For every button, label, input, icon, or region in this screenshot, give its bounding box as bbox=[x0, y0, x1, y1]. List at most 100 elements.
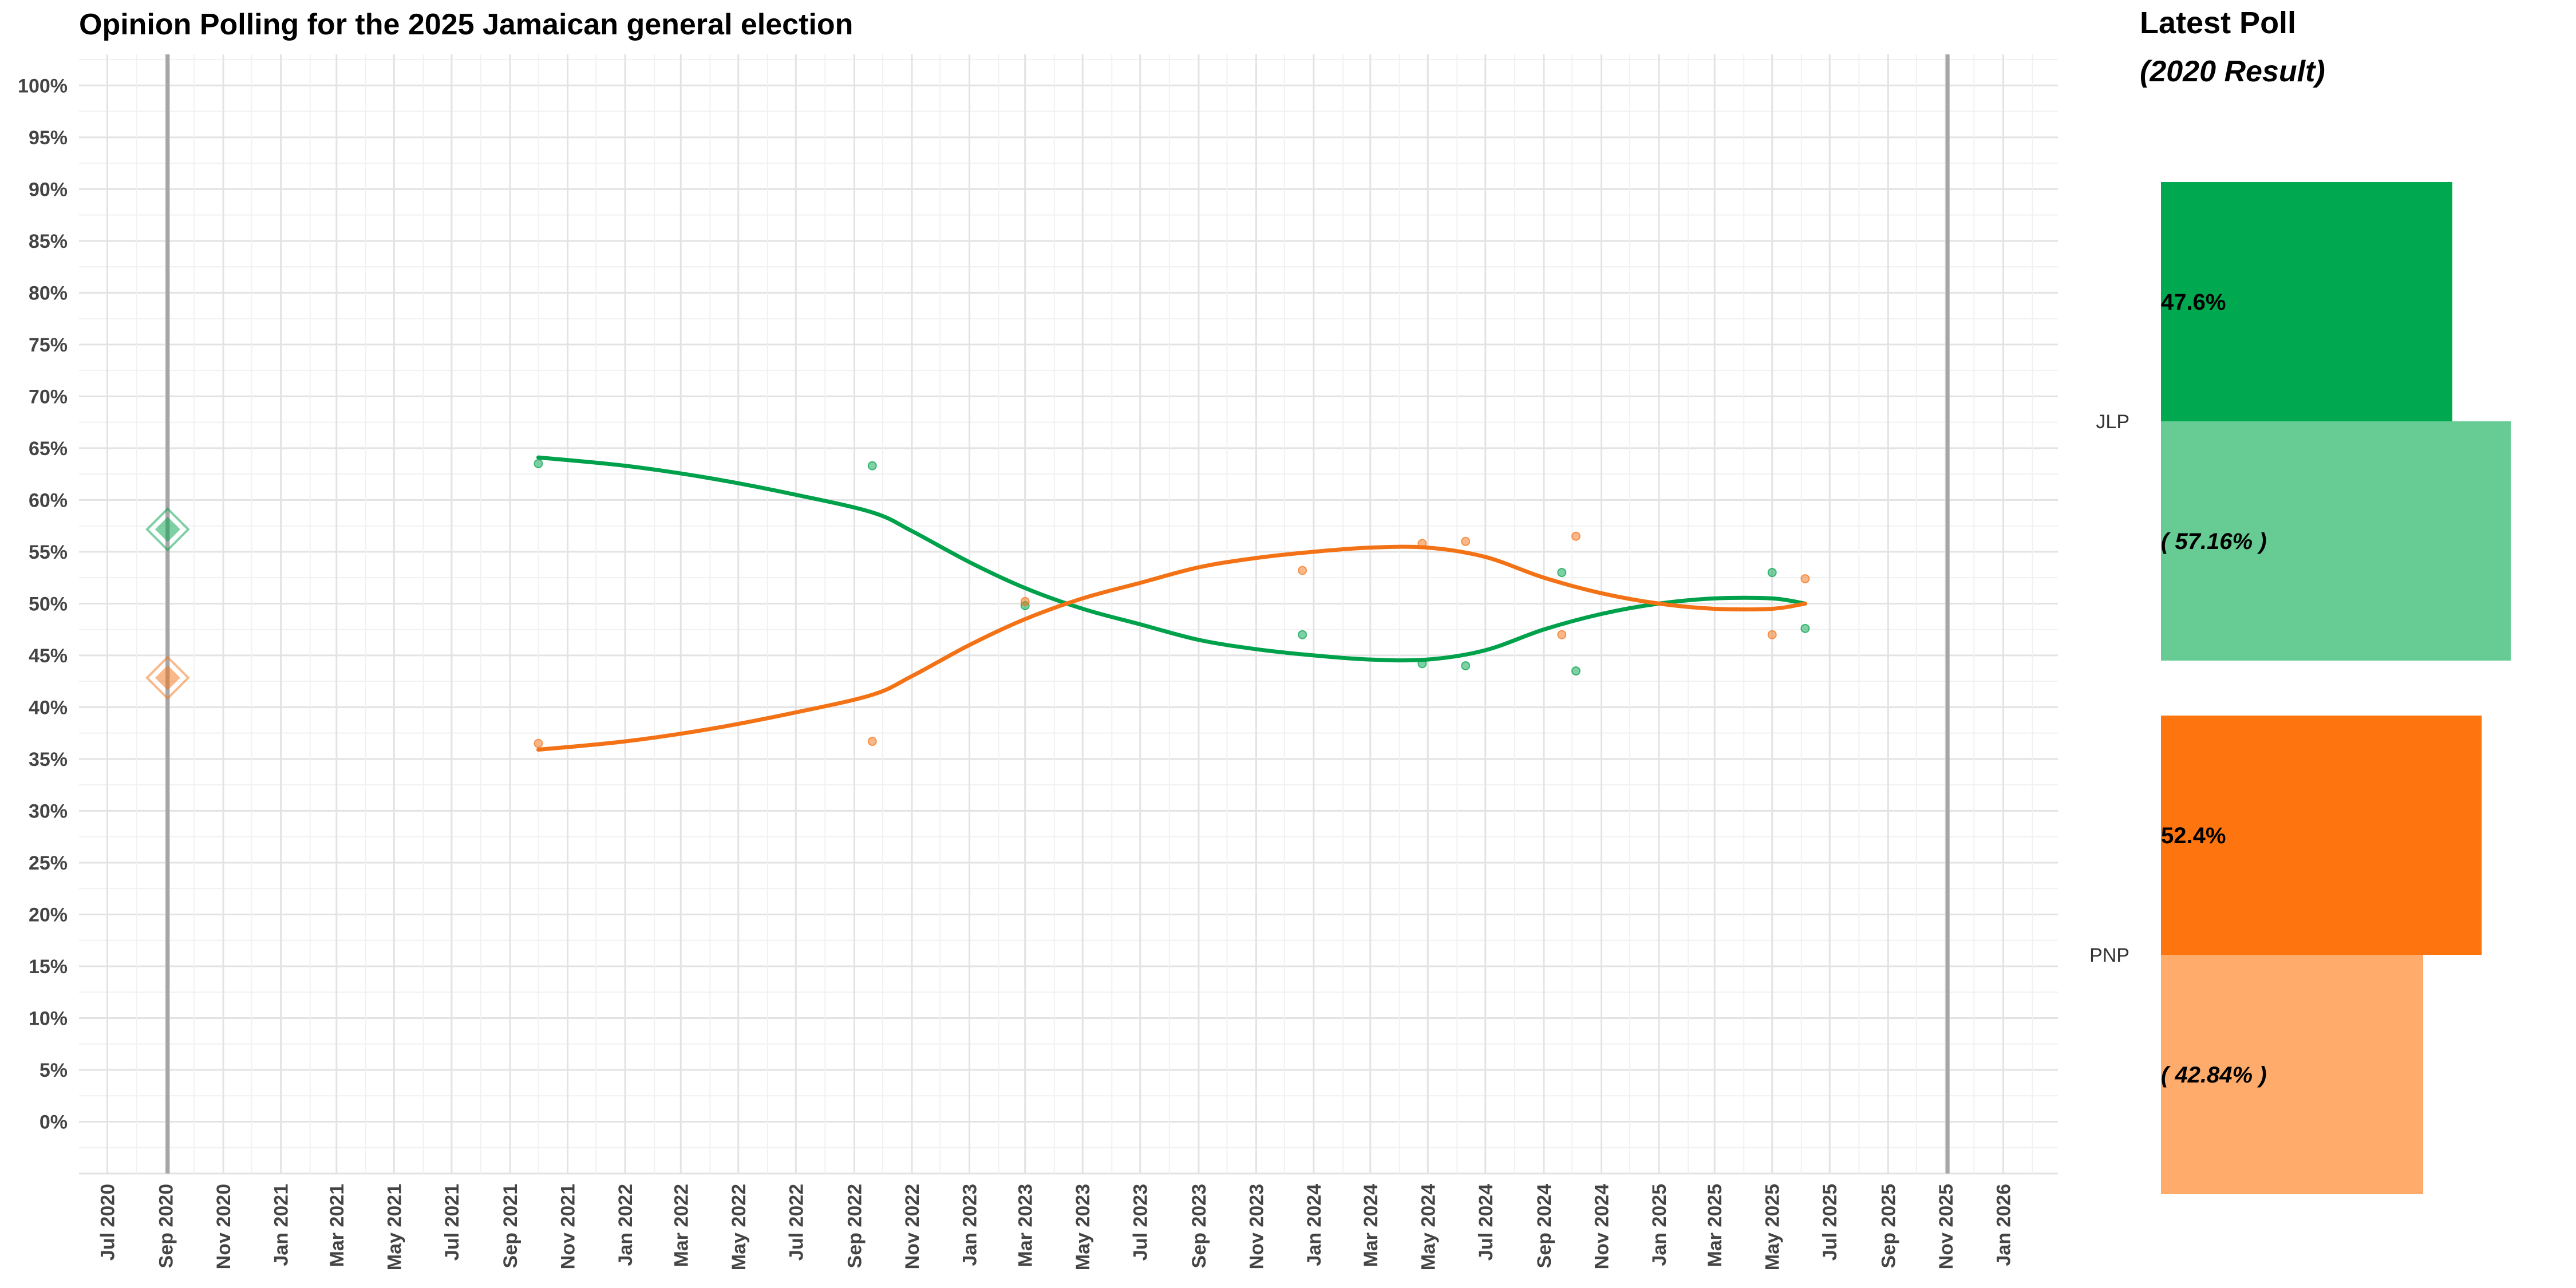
x-tick-label: Jan 2022 bbox=[615, 1184, 637, 1266]
jlp-poll-point bbox=[1557, 568, 1567, 578]
pnp-poll-point bbox=[1800, 574, 1810, 583]
x-tick-label: Sep 2020 bbox=[156, 1184, 177, 1268]
jlp-poll-point bbox=[1571, 666, 1581, 676]
jlp-trend-line bbox=[536, 455, 1807, 663]
y-tick-label: 50% bbox=[29, 593, 68, 615]
latest-poll-bars: 47.6% ( 57.16% ) JLP 52.4% ( 42.84% ) PNP bbox=[2089, 182, 2511, 1194]
grid bbox=[79, 54, 2058, 1175]
jlp-poll-point bbox=[1417, 659, 1427, 669]
y-axis-ticks: 0% 5% 10% 15% 20% 25% 30% 35% 40% 45% 50% 55% 60% 65%… bbox=[18, 75, 68, 1133]
x-tick-label: Sep 2021 bbox=[500, 1184, 521, 1268]
trend-lines bbox=[536, 455, 1807, 752]
x-tick-label: Jul 2020 bbox=[97, 1184, 118, 1261]
x-tick-label: Mar 2022 bbox=[670, 1184, 692, 1267]
jlp-latest-bar bbox=[2161, 182, 2452, 421]
y-tick-label: 20% bbox=[29, 904, 68, 926]
y-tick-label: 25% bbox=[29, 852, 68, 874]
y-tick-label: 45% bbox=[29, 645, 68, 667]
x-tick-label: Jul 2024 bbox=[1475, 1184, 1497, 1261]
pnp-poll-point bbox=[1461, 536, 1471, 546]
jlp-2020-result-marker bbox=[145, 507, 190, 552]
election-date-markers bbox=[165, 54, 1950, 1174]
x-tick-label: Nov 2021 bbox=[558, 1184, 579, 1269]
x-tick-label: Jan 2025 bbox=[1649, 1184, 1670, 1266]
x-tick-label: Sep 2025 bbox=[1878, 1184, 1899, 1268]
chart-title: Opinion Polling for the 2025 Jamaican ge… bbox=[79, 8, 853, 41]
jlp-poll-point bbox=[1298, 630, 1307, 639]
y-tick-label: 80% bbox=[29, 282, 68, 304]
x-tick-label: Jul 2022 bbox=[785, 1184, 807, 1261]
x-tick-label: Nov 2025 bbox=[1935, 1184, 1957, 1269]
x-tick-label: Jul 2025 bbox=[1819, 1184, 1841, 1261]
y-tick-label: 60% bbox=[29, 489, 68, 511]
x-tick-label: Jan 2021 bbox=[271, 1184, 293, 1266]
pnp-poll-point bbox=[1767, 630, 1777, 639]
pnp-result-label: ( 42.84% ) bbox=[2161, 1062, 2267, 1088]
x-tick-label: May 2023 bbox=[1072, 1184, 1094, 1270]
y-tick-label: 55% bbox=[29, 542, 68, 563]
x-axis-ticks: Jul 2020 Sep 2020 Nov 2020 Jan 2021 Mar 2021… bbox=[97, 1184, 2014, 1270]
x-tick-label: Jan 2026 bbox=[1993, 1184, 2014, 1266]
x-tick-label: Nov 2020 bbox=[213, 1184, 235, 1269]
x-tick-label: Nov 2023 bbox=[1246, 1184, 1267, 1269]
x-tick-label: Mar 2023 bbox=[1015, 1184, 1037, 1267]
jlp-result-label: ( 57.16% ) bbox=[2161, 529, 2267, 554]
y-tick-label: 0% bbox=[39, 1111, 68, 1133]
y-tick-label: 65% bbox=[29, 438, 68, 460]
x-tick-label: May 2021 bbox=[384, 1184, 405, 1270]
jlp-poll-point bbox=[867, 461, 877, 471]
x-tick-label: Jan 2024 bbox=[1303, 1184, 1325, 1266]
pnp-2020-result-marker bbox=[145, 655, 190, 700]
y-tick-label: 35% bbox=[29, 749, 68, 771]
y-tick-label: 100% bbox=[18, 75, 68, 97]
latest-poll-title: Latest Poll bbox=[2140, 6, 2296, 40]
latest-poll-subtitle: (2020 Result) bbox=[2140, 55, 2325, 88]
x-tick-label: Sep 2022 bbox=[844, 1184, 866, 1268]
x-tick-label: Sep 2024 bbox=[1534, 1184, 1555, 1269]
jlp-party-label: JLP bbox=[2096, 411, 2129, 433]
x-tick-label: May 2022 bbox=[728, 1184, 750, 1270]
y-tick-label: 70% bbox=[29, 386, 68, 408]
y-tick-label: 5% bbox=[39, 1060, 68, 1081]
poll-points bbox=[534, 459, 1810, 748]
x-tick-label: Jan 2023 bbox=[959, 1184, 981, 1266]
y-tick-label: 40% bbox=[29, 697, 68, 718]
jlp-latest-label: 47.6% bbox=[2161, 290, 2226, 315]
x-tick-label: May 2024 bbox=[1417, 1184, 1439, 1270]
x-tick-label: Mar 2021 bbox=[326, 1184, 348, 1267]
y-tick-label: 10% bbox=[29, 1008, 68, 1029]
jlp-result-bar bbox=[2161, 421, 2511, 661]
pnp-result-bar bbox=[2161, 955, 2424, 1194]
x-tick-label: Sep 2023 bbox=[1188, 1184, 1210, 1268]
x-tick-label: Jul 2023 bbox=[1130, 1184, 1152, 1261]
election-result-markers bbox=[145, 507, 190, 700]
pnp-poll-point bbox=[1557, 630, 1567, 639]
x-tick-label: Nov 2022 bbox=[902, 1184, 923, 1269]
pnp-poll-point bbox=[1020, 596, 1030, 606]
x-tick-label: Jul 2021 bbox=[441, 1184, 463, 1261]
pnp-poll-point bbox=[1298, 566, 1307, 575]
y-tick-label: 90% bbox=[29, 179, 68, 200]
pnp-poll-point bbox=[867, 737, 877, 746]
jlp-poll-point bbox=[1767, 568, 1777, 578]
y-tick-label: 85% bbox=[29, 231, 68, 252]
jlp-poll-point bbox=[1800, 623, 1810, 633]
pnp-bar-group: 52.4% ( 42.84% ) PNP bbox=[2089, 716, 2482, 1194]
jlp-bar-group: 47.6% ( 57.16% ) JLP bbox=[2096, 182, 2511, 661]
pnp-latest-label: 52.4% bbox=[2161, 823, 2226, 848]
pnp-poll-point bbox=[1571, 531, 1581, 541]
pnp-poll-point bbox=[1417, 539, 1427, 548]
pnp-poll-point bbox=[534, 738, 543, 748]
pnp-trend-line bbox=[536, 544, 1807, 752]
y-tick-label: 30% bbox=[29, 800, 68, 822]
x-tick-label: Mar 2025 bbox=[1704, 1184, 1726, 1267]
x-tick-label: Mar 2024 bbox=[1360, 1184, 1382, 1267]
y-tick-label: 15% bbox=[29, 956, 68, 978]
pnp-party-label: PNP bbox=[2089, 945, 2129, 966]
pnp-latest-bar bbox=[2161, 716, 2482, 955]
jlp-poll-point bbox=[1461, 661, 1471, 671]
y-tick-label: 75% bbox=[29, 334, 68, 356]
x-tick-label: Nov 2024 bbox=[1591, 1184, 1613, 1269]
x-tick-label: May 2025 bbox=[1762, 1184, 1784, 1270]
